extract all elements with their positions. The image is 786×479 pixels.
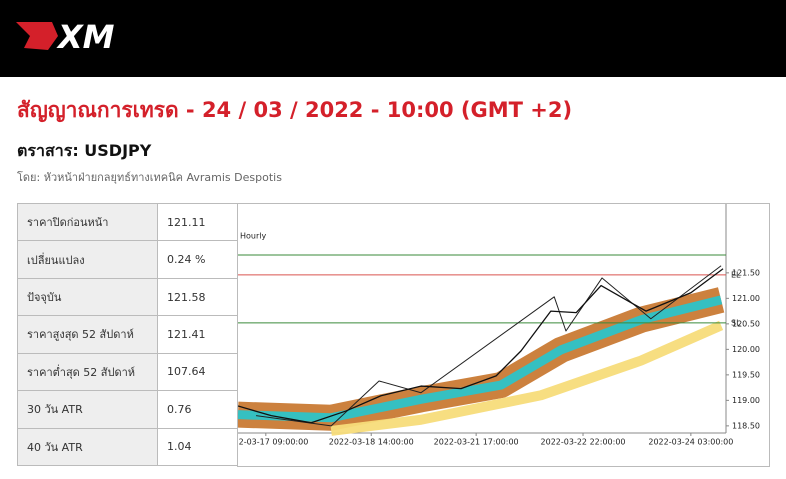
- label-cell: 40 วัน ATR: [17, 427, 158, 467]
- y-tick-label: 119.00: [732, 396, 760, 405]
- header: XM: [0, 0, 786, 77]
- y-tick-label: 121.00: [732, 294, 760, 303]
- x-tick-label: 2022-03-24 03:00:00: [648, 438, 733, 447]
- value-cell: 107.64: [157, 352, 238, 392]
- table-row: ราคาปิดก่อนหน้า 121.11: [17, 202, 238, 242]
- table-row: 30 วัน ATR 0.76: [17, 390, 238, 429]
- instrument: ตราสาร: USDJPY: [17, 141, 152, 160]
- stats-table: ราคาปิดก่อนหน้า 121.11 เปลี่ยนแปลง 0.24 % ปั…: [17, 202, 238, 467]
- y-tick-label: 118.50: [732, 421, 760, 430]
- label-cell: ราคาต่ำสุด 52 สัปดาห์: [17, 352, 158, 392]
- band: [330, 320, 724, 436]
- logo: XM: [16, 18, 115, 56]
- table-row: ราคาต่ำสุด 52 สัปดาห์ 107.64: [17, 352, 238, 392]
- value-cell: 1.04: [157, 427, 238, 467]
- y-tick-label: 120.00: [732, 345, 760, 354]
- band: [238, 295, 723, 423]
- logo-icon: [16, 22, 58, 50]
- table-row: ราคาสูงสุด 52 สัปดาห์ 121.41: [17, 315, 238, 354]
- x-tick-label: 2022-03-17 09:00:00: [237, 438, 308, 447]
- author: โดย: หัวหน้าฝ่ายกลยุทธ์ทางเทคนิค Avramis…: [17, 171, 282, 184]
- timeframe: Hourly: [240, 232, 266, 241]
- value-cell: 121.58: [157, 277, 238, 317]
- label-cell: เปลี่ยนแปลง: [17, 240, 158, 279]
- x-tick-label: 2022-03-22 22:00:00: [541, 438, 626, 447]
- label-cell: ราคาสูงสุด 52 สัปดาห์: [17, 315, 158, 354]
- x-tick-label: 2022-03-18 14:00:00: [329, 438, 414, 447]
- price-line: [238, 268, 724, 424]
- table-row: เปลี่ยนแปลง 0.24 %: [17, 240, 238, 279]
- value-cell: 121.41: [157, 315, 238, 354]
- y-tick-label: 119.50: [732, 370, 760, 379]
- y-tick-label: 121.50: [732, 268, 760, 277]
- level-label: EL: [731, 270, 741, 279]
- chart: Hourly 121.50 121.00 120.50 120.00 119.50 119.…: [237, 203, 770, 467]
- value-cell: 121.11: [157, 202, 238, 242]
- label-cell: 30 วัน ATR: [17, 390, 158, 429]
- value-cell: 0.76: [157, 390, 238, 429]
- y-tick-label: 120.50: [732, 319, 760, 328]
- table-row: ปัจจุบัน 121.58: [17, 277, 238, 317]
- page-title: สัญญาณการเทรด - 24 / 03 / 2022 - 10:00 (…: [17, 98, 573, 122]
- label-cell: ราคาปิดก่อนหน้า: [17, 202, 158, 242]
- x-tick-label: 2022-03-21 17:00:00: [434, 438, 519, 447]
- table-row: 40 วัน ATR 1.04: [17, 427, 238, 467]
- logo-text: XM: [56, 18, 115, 56]
- label-cell: ปัจจุบัน: [17, 277, 158, 317]
- value-cell: 0.24 %: [157, 240, 238, 279]
- level-label: SL: [731, 318, 741, 327]
